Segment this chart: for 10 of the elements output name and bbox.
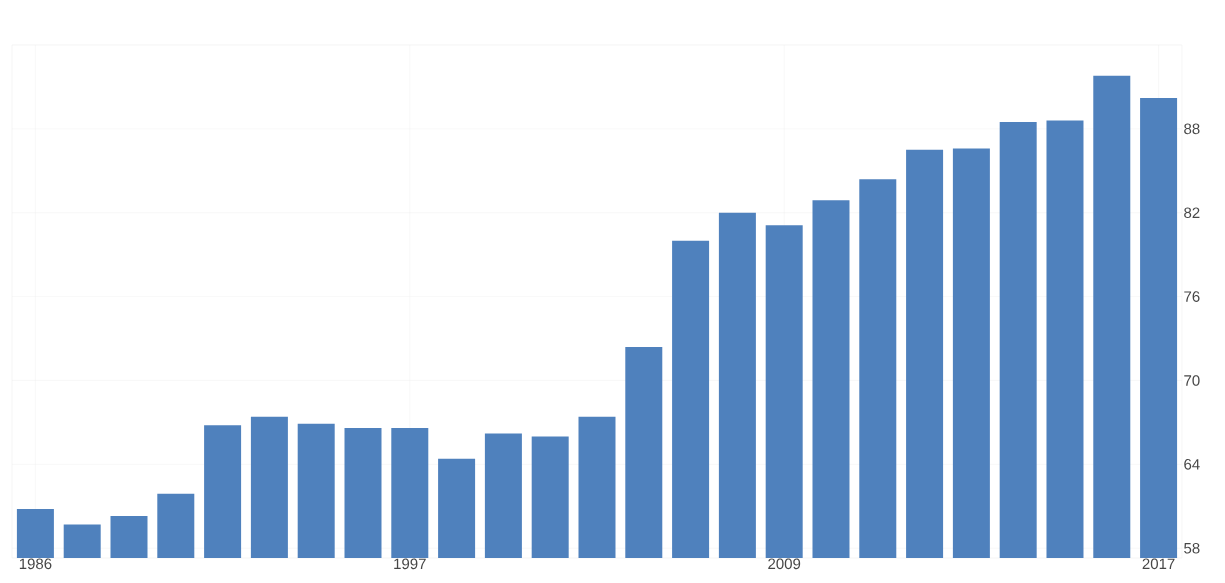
x-tick-label: 1986 — [19, 558, 52, 570]
y-tick-label: 82 — [1184, 207, 1200, 219]
y-tick-label: 88 — [1184, 123, 1200, 135]
x-tick-label: 2017 — [1142, 558, 1175, 570]
y-tick-label: 64 — [1184, 459, 1200, 470]
y-tick-label: 58 — [1184, 542, 1200, 554]
y-tick-label: 76 — [1184, 291, 1200, 302]
y-tick-label: 70 — [1184, 375, 1200, 386]
x-tick-label: 2009 — [768, 558, 801, 570]
x-tick-label: 1997 — [394, 558, 426, 570]
